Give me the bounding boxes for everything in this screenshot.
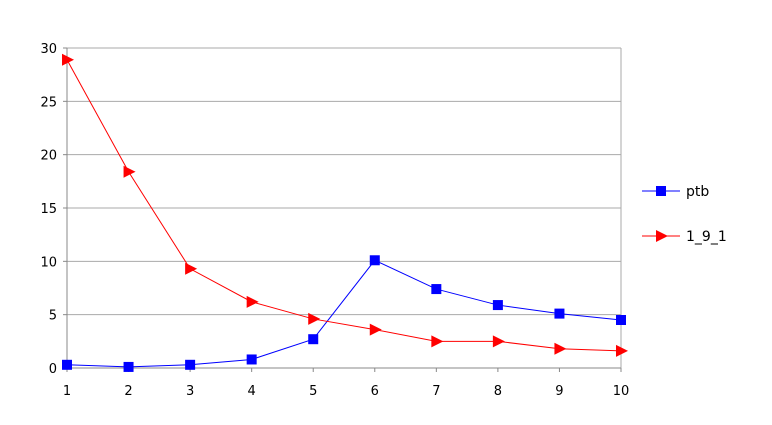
series-layer — [62, 53, 628, 372]
series-1_9_1 — [62, 53, 628, 357]
x-tick-label-9: 9 — [555, 384, 563, 399]
y-tick-label-15: 15 — [40, 202, 57, 217]
x-tick-label-8: 8 — [494, 384, 502, 399]
y-tick-label-10: 10 — [40, 255, 57, 270]
data-point-1_9_1-5 — [308, 312, 321, 325]
data-point-1_9_1-7 — [431, 335, 444, 348]
series-line-ptb — [66, 259, 622, 368]
data-point-ptb-2 — [123, 361, 134, 372]
data-point-1_9_1-6 — [369, 323, 382, 336]
x-tick-label-10: 10 — [613, 384, 630, 399]
legend-item-1_9_1: 1_9_1 — [642, 229, 727, 245]
data-point-ptb-6 — [369, 255, 380, 266]
x-tick-label-7: 7 — [432, 384, 440, 399]
data-point-1_9_1-8 — [492, 335, 505, 348]
axes — [63, 47, 622, 372]
series-line-1_9_1 — [66, 59, 622, 352]
data-point-ptb-8 — [492, 300, 503, 311]
y-tick-label-25: 25 — [40, 95, 57, 110]
legend-item-ptb: ptb — [642, 184, 709, 200]
x-tick-label-4: 4 — [248, 384, 256, 399]
data-point-1_9_1-1 — [62, 53, 74, 66]
y-axis-tick-labels: 0 5 10 15 20 25 30 — [40, 42, 57, 377]
x-tick-label-1: 1 — [63, 384, 71, 399]
legend-label-1_9_1: 1_9_1 — [686, 229, 727, 245]
gridlines — [67, 47, 622, 368]
data-point-ptb-10 — [616, 315, 626, 325]
x-tick-label-6: 6 — [371, 384, 379, 399]
x-tick-label-2: 2 — [124, 384, 132, 399]
data-point-1_9_1-9 — [554, 342, 567, 355]
x-axis-tick-labels: 1 2 3 4 5 6 7 8 9 10 — [63, 384, 629, 399]
data-point-ptb-1 — [62, 359, 72, 370]
x-tick-label-3: 3 — [186, 384, 194, 399]
legend-marker-1_9_1 — [656, 230, 668, 242]
y-tick-label-0: 0 — [49, 362, 57, 377]
data-point-ptb-3 — [185, 359, 196, 370]
data-point-1_9_1-10 — [616, 344, 628, 357]
x-tick-label-5: 5 — [309, 384, 317, 399]
y-tick-label-20: 20 — [40, 149, 57, 164]
data-point-1_9_1-3 — [185, 262, 198, 275]
data-point-ptb-7 — [431, 284, 442, 295]
y-tick-label-5: 5 — [49, 309, 57, 324]
data-point-ptb-4 — [246, 354, 257, 365]
legend-label-ptb: ptb — [686, 184, 709, 200]
series-ptb — [62, 255, 626, 372]
legend-marker-ptb — [656, 186, 666, 196]
data-point-ptb-5 — [308, 334, 319, 345]
y-tick-label-30: 30 — [40, 42, 57, 57]
legend: ptb 1_9_1 — [642, 184, 727, 245]
data-point-ptb-9 — [554, 308, 565, 319]
data-point-1_9_1-2 — [123, 165, 136, 178]
data-point-1_9_1-4 — [246, 295, 259, 308]
